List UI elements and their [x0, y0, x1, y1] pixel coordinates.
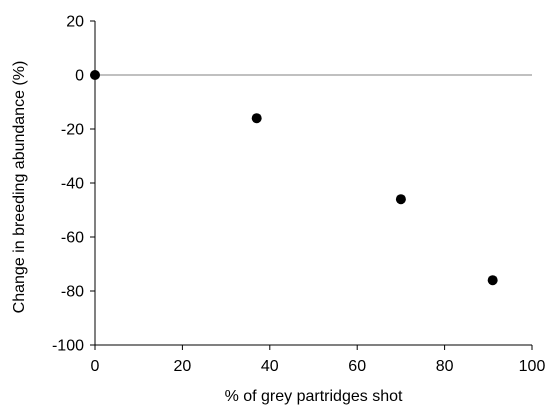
y-tick-label: -80	[61, 284, 84, 301]
y-tick-label: 0	[75, 68, 84, 85]
y-tick-label: 20	[66, 14, 84, 31]
data-point	[487, 275, 498, 286]
y-tick-label: -20	[61, 122, 84, 139]
y-axis-title: Change in breeding abundance (%)	[11, 61, 28, 314]
x-tick-label: 100	[519, 358, 546, 375]
data-point	[395, 194, 406, 205]
x-tick-label: 20	[174, 358, 192, 375]
data-points	[90, 70, 498, 286]
tick-labels: 20 0 -20 -40 -60 -80 -100 0 20 40 60 80 100	[52, 14, 545, 376]
x-tick-label: 40	[261, 358, 279, 375]
data-point	[251, 113, 262, 124]
x-axis-title: % of grey partridges shot	[225, 388, 403, 405]
x-tick-label: 80	[436, 358, 454, 375]
y-tick-label: -60	[61, 230, 84, 247]
y-tick-label: -100	[52, 338, 84, 355]
y-tick-label: -40	[61, 176, 84, 193]
axes	[94, 21, 532, 346]
x-tick-label: 0	[91, 358, 100, 375]
x-tick-label: 60	[348, 358, 366, 375]
tick-marks	[90, 20, 533, 350]
data-point	[90, 70, 100, 80]
